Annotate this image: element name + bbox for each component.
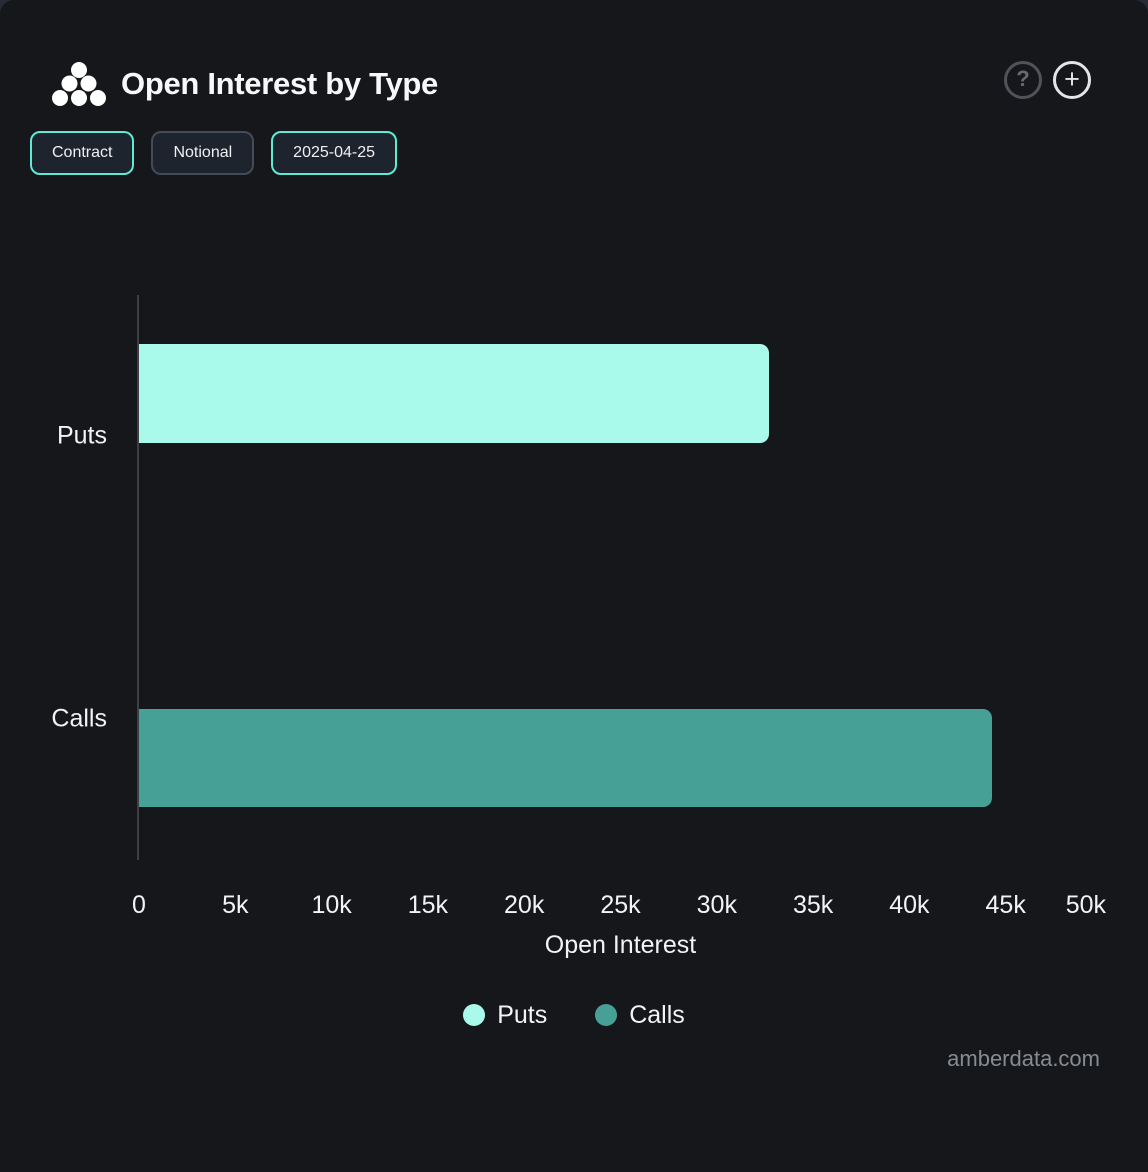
plus-icon: + [1064,63,1080,94]
chart-header: Open Interest by Type [52,60,438,108]
x-tick-45k: 45k [985,891,1026,919]
category-label-puts: Puts [56,421,107,450]
x-tick-40k: 40k [889,891,930,919]
legend-item-calls[interactable]: Calls [595,1001,685,1030]
x-tick-50k: 50k [1065,891,1107,919]
filter-button-notional[interactable]: Notional [151,131,255,175]
header-actions: ? + [1004,61,1091,99]
toolbar: Contract Notional 2025-04-25 [30,131,398,175]
x-axis-title: Open Interest [544,931,697,959]
x-axis-ticks: 0 5k 10k 15k 20k 25k 30k 35k 40k 45k 50k [132,891,1106,919]
help-button[interactable]: ? [1004,61,1042,99]
x-tick-25k: 25k [600,891,641,919]
filter-button-2025-04-25[interactable]: 2025-04-25 [271,131,398,175]
x-tick-10k: 10k [311,891,352,919]
chart-legend: Puts Calls [0,1000,1148,1030]
x-tick-30k: 30k [696,891,737,919]
x-tick-0: 0 [132,891,146,919]
x-tick-20k: 20k [504,891,545,919]
add-button[interactable]: + [1053,61,1091,99]
bar-puts[interactable] [139,344,769,443]
category-label-calls: Calls [51,704,107,733]
page-title: Open Interest by Type [121,66,438,101]
bar-calls[interactable] [139,709,993,807]
bar-chart: Open Interest 0 5k 10k 15k 20k 25k 30k 35k 40k 45… [51,295,1106,959]
legend-label: Puts [497,1000,548,1029]
filter-button-contract[interactable]: Contract [30,131,135,175]
watermark: amberdata.com [947,1046,1100,1071]
amberdata-logo-icon [52,62,106,106]
x-tick-35k: 35k [792,891,834,919]
x-tick-5k: 5k [222,891,249,919]
question-icon: ? [1016,66,1030,91]
x-tick-15k: 15k [407,891,449,919]
legend-item-puts[interactable]: Puts [463,1001,547,1030]
legend-label: Calls [629,1000,685,1029]
legend-dot-calls [595,1004,618,1026]
legend-dot-puts [463,1004,486,1026]
